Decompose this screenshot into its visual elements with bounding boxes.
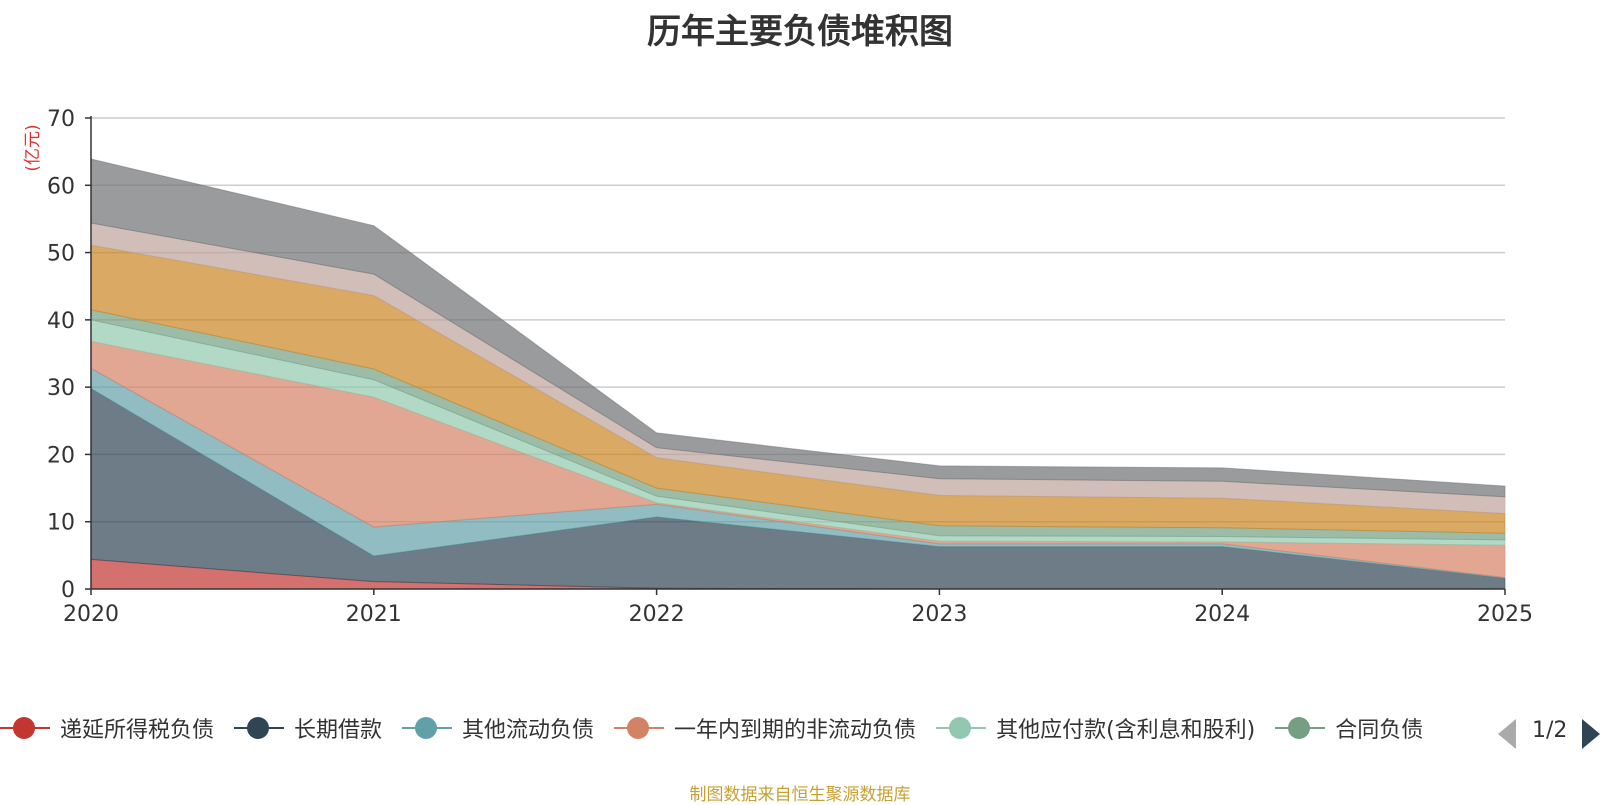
- y-tick-label: 10: [47, 511, 75, 536]
- y-tick-label: 0: [61, 578, 75, 603]
- legend-label: 其他流动负债: [462, 718, 595, 743]
- legend-label: 长期借款: [294, 718, 383, 743]
- y-tick-label: 60: [47, 174, 75, 199]
- y-axis-label: (亿元): [23, 124, 43, 171]
- stacked-areas: [90, 158, 1506, 590]
- legend-item[interactable]: 其他流动负债: [402, 712, 594, 744]
- legend-item[interactable]: 长期借款: [234, 712, 382, 744]
- legend-label: 合同负债: [1335, 718, 1424, 743]
- legend-marker-icon: [402, 717, 453, 739]
- legend-prev-page-button[interactable]: [1498, 719, 1516, 749]
- legend-marker-icon: [614, 717, 665, 739]
- legend-item[interactable]: 一年内到期的非流动负债: [614, 712, 916, 744]
- legend-dot: [415, 717, 438, 739]
- x-tick-label: 2024: [1194, 602, 1250, 627]
- legend-dot: [247, 717, 270, 739]
- y-tick-label: 40: [47, 309, 75, 334]
- area-series[interactable]: [90, 158, 1506, 498]
- x-tick-label: 2020: [63, 602, 119, 627]
- x-tick-label: 2023: [911, 602, 967, 627]
- axes: 0 10 20 30 40 50 60 70 2020 2021 2022 2023 2024 2025: [47, 107, 1533, 627]
- legend-label: 其他应付款(含利息和股利): [996, 718, 1256, 743]
- source-note: 制图数据来自恒生聚源数据库: [689, 785, 911, 805]
- legend-dot: [13, 717, 35, 739]
- x-tick-label: 2025: [1477, 602, 1533, 627]
- legend-label: 一年内到期的非流动负债: [674, 718, 917, 743]
- legend-dot: [627, 717, 650, 739]
- y-tick-label: 30: [47, 376, 75, 401]
- legend-item[interactable]: 递延所得税负债: [0, 712, 214, 744]
- legend-marker-icon: [936, 717, 987, 739]
- y-tick-label: 70: [47, 107, 75, 132]
- legend-marker-icon: [234, 717, 285, 739]
- legend-next-page-button[interactable]: [1582, 719, 1600, 749]
- legend-dot: [1288, 717, 1311, 739]
- legend: 递延所得税负债 长期借款 其他流动负债 一年内到期的非流动负债 其他应付款(含利息和股利…: [0, 712, 1480, 752]
- legend-page-indicator: 1/2: [1532, 718, 1568, 743]
- x-tick-label: 2022: [629, 602, 685, 627]
- x-tick-label: 2021: [346, 602, 402, 627]
- legend-label: 递延所得税负债: [60, 718, 215, 743]
- chart-title: 历年主要负债堆积图: [647, 12, 953, 52]
- legend-marker-icon: [1275, 717, 1326, 739]
- legend-dot: [949, 717, 972, 739]
- y-tick-label: 50: [47, 242, 75, 267]
- y-tick-label: 20: [47, 443, 75, 468]
- legend-item[interactable]: 其他应付款(含利息和股利): [936, 712, 1255, 744]
- legend-marker-icon: [0, 717, 50, 739]
- legend-item[interactable]: 合同负债: [1275, 712, 1423, 744]
